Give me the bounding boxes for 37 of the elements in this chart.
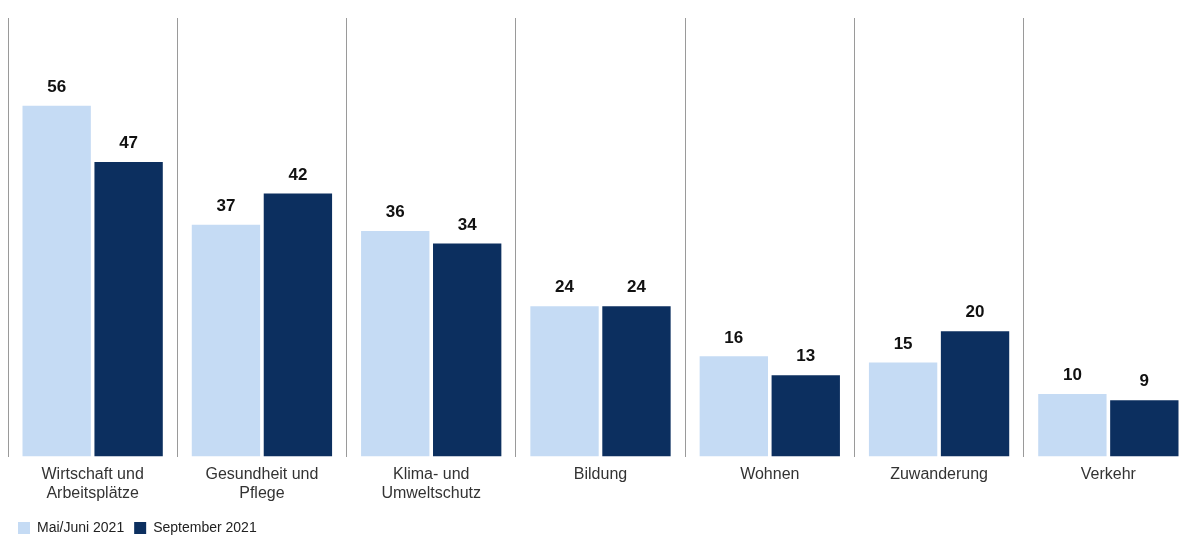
data-label: 20	[965, 302, 985, 322]
legend-label: September 2021	[153, 518, 257, 535]
x-tick-label: Klima- und Umweltschutz	[381, 464, 481, 501]
data-label: 42	[288, 164, 308, 184]
bar	[602, 306, 671, 457]
bar	[191, 224, 261, 457]
data-label: 9	[1139, 371, 1150, 391]
x-tick-label: Wohnen	[740, 464, 800, 482]
bar	[940, 331, 1010, 457]
x-tick-label: Zuwanderung	[890, 464, 988, 482]
x-tick-label: Gesundheit und Pflege	[205, 464, 319, 501]
data-label: 15	[893, 333, 913, 353]
data-label: 24	[555, 277, 575, 297]
bar	[530, 306, 599, 457]
data-label: 47	[119, 133, 139, 153]
data-label: 24	[627, 277, 647, 297]
data-label: 16	[724, 327, 744, 347]
bar	[433, 243, 502, 457]
x-tick-label: Verkehr	[1080, 464, 1137, 482]
data-label: 10	[1062, 365, 1082, 385]
x-tick-label: Wirtschaft und Arbeitsplätze	[41, 464, 144, 501]
bar	[22, 105, 91, 457]
bar	[263, 193, 333, 457]
data-label: 56	[47, 76, 67, 96]
bar	[1038, 393, 1107, 457]
bar	[868, 362, 938, 457]
legend-label: Mai/Juni 2021	[37, 518, 125, 535]
data-label: 37	[216, 195, 236, 215]
x-tick-label: Bildung	[573, 464, 628, 482]
data-label: 13	[796, 346, 816, 366]
bar	[1110, 400, 1179, 457]
bar	[771, 375, 840, 457]
bar	[361, 231, 430, 457]
bar	[699, 356, 768, 457]
data-label: 36	[385, 202, 405, 222]
data-label: 34	[457, 214, 478, 234]
bar	[94, 162, 163, 457]
